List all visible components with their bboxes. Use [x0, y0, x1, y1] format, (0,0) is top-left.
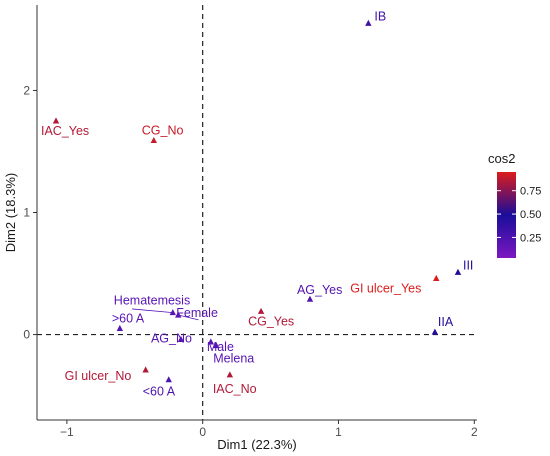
point-marker-male — [207, 338, 215, 345]
x-tick-label: 0 — [199, 425, 206, 439]
x-tick-label: −1 — [60, 425, 74, 439]
point-marker-female — [175, 311, 182, 318]
point-marker-cg-no — [150, 136, 157, 144]
x-tick-label: 1 — [335, 425, 342, 439]
point-label-iac-yes: IAC_Yes — [41, 124, 89, 138]
point-marker-iac-no — [226, 371, 234, 378]
point-label-female: Female — [176, 306, 218, 320]
point-marker-ag-yes — [306, 295, 314, 302]
point-label-male: Male — [207, 340, 234, 354]
y-tick-label: 1 — [23, 206, 30, 220]
point-label-iii: III — [463, 258, 473, 272]
x-axis-title: Dim1 (22.3%) — [217, 437, 296, 452]
y-tick-label: 0 — [23, 328, 30, 342]
cos2-legend: cos2 0.25 0.50 0.75 — [488, 151, 541, 258]
point-label-cg-no: CG_No — [142, 123, 184, 137]
legend-tick-label: 0.25 — [520, 232, 541, 244]
point-label-ag-yes: AG_Yes — [297, 283, 342, 297]
point-marker-60-a — [116, 324, 124, 332]
y-axis-title: Dim2 (18.3%) — [3, 173, 18, 252]
point-label-gi-ulcer-no: GI ulcer_No — [65, 369, 132, 383]
point-label-cg-yes: CG_Yes — [248, 314, 294, 328]
legend-title: cos2 — [488, 151, 515, 166]
label-connector-female — [178, 314, 199, 321]
point-marker-melena — [213, 342, 220, 349]
point-label-iia: IIA — [438, 315, 454, 329]
x-tick-label: 2 — [471, 425, 478, 439]
point-label-60-a: >60 A — [112, 311, 145, 325]
point-marker-cg-yes — [257, 307, 265, 314]
point-marker-gi-ulcer-no — [142, 366, 149, 373]
point-marker-ib — [365, 19, 372, 26]
plot-area: −1 0 1 2 0 1 2 Dim1 (22.3%) Dim2 (18.3%) IB IAC_Ye… — [3, 5, 478, 452]
legend-tick-label: 0.75 — [520, 186, 541, 198]
point-label-ib: IB — [374, 9, 386, 23]
label-connector-hematemesis — [132, 308, 173, 313]
point-label-iac-no: IAC_No — [213, 382, 257, 396]
point-marker-ag-no — [177, 335, 185, 343]
point-label-gi-ulcer-yes: GI ulcer_Yes — [350, 281, 421, 295]
point-marker-60-a — [165, 376, 172, 383]
point-marker-iii — [454, 268, 462, 275]
legend-colorbar — [497, 172, 516, 258]
y-tick-label: 2 — [23, 83, 30, 97]
point-label-melena: Melena — [213, 352, 254, 366]
point-marker-gi-ulcer-yes — [433, 274, 440, 281]
point-marker-hematemesis — [169, 309, 177, 316]
point-label-ag-no: AG_No — [151, 331, 192, 345]
point-marker-iac-yes — [52, 117, 60, 124]
point-label-60-a: <60 A — [143, 385, 176, 399]
point-marker-iia — [431, 328, 439, 335]
point-label-hematemesis: Hematemesis — [114, 294, 190, 308]
legend-tick-label: 0.50 — [520, 209, 541, 221]
